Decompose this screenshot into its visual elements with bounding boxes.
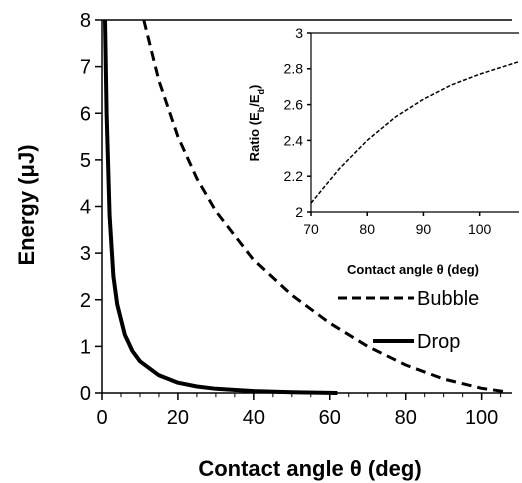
main-drop-series-line (103, 19, 338, 395)
inset-ratio-series-line (310, 60, 520, 204)
main-y-tick-label: 3 (80, 243, 91, 265)
inset-x-tick-label: 70 (303, 221, 319, 237)
inset-y-tick-label: 2 (295, 204, 303, 220)
inset-background (300, 22, 522, 260)
main-y-tick-label: 6 (80, 103, 91, 125)
inset-x-tick-label: 100 (468, 221, 492, 237)
inset-y-tick-label: 3 (295, 25, 303, 41)
main-y-tick-label: 4 (80, 197, 91, 219)
main-y-tick-label: 5 (80, 150, 91, 172)
inset-x-axis-title: Contact angle θ (deg) (347, 262, 479, 277)
main-bubble-series-line (142, 19, 509, 394)
inset-y-axis-title: Ratio (Eb/Ed) (247, 85, 266, 162)
inset-y-tick-label: 2.6 (284, 97, 304, 113)
main-y-tick-label: 0 (80, 383, 91, 405)
inset-y-tick-label: 2.8 (284, 61, 304, 77)
inset-axes: 2 2.2 2.4 2.6 2.8 3 70 80 90 100 (284, 25, 519, 237)
inset-series (310, 60, 520, 204)
inset-ratio-chart: 2 2.2 2.4 2.6 2.8 3 70 80 90 100 Contact angle θ … (247, 22, 522, 277)
main-x-tick-label: 40 (243, 407, 265, 429)
inset-y-tick-label: 2.2 (284, 168, 304, 184)
main-x-tick-label: 100 (465, 407, 498, 429)
main-x-tick-label: 20 (167, 407, 189, 429)
main-x-tick-label: 0 (96, 407, 107, 429)
main-y-tick-label: 8 (80, 10, 91, 32)
legend: Bubble Drop (338, 288, 479, 353)
inset-y-tick-label: 2.4 (284, 132, 304, 148)
y-axis-title: Energy (μJ) (14, 144, 39, 265)
x-axis-title: Contact angle θ (deg) (198, 456, 421, 481)
main-x-tick-label: 80 (395, 407, 417, 429)
main-y-tick-label: 2 (80, 290, 91, 312)
main-series (103, 19, 509, 395)
legend-bubble-label: Bubble (417, 288, 479, 310)
main-x-tick-label: 60 (319, 407, 341, 429)
main-y-tick-label: 7 (80, 57, 91, 79)
legend-drop-label: Drop (417, 331, 460, 353)
main-y-tick-label: 1 (80, 336, 91, 358)
inset-x-tick-label: 80 (359, 221, 375, 237)
inset-x-tick-label: 90 (416, 221, 432, 237)
